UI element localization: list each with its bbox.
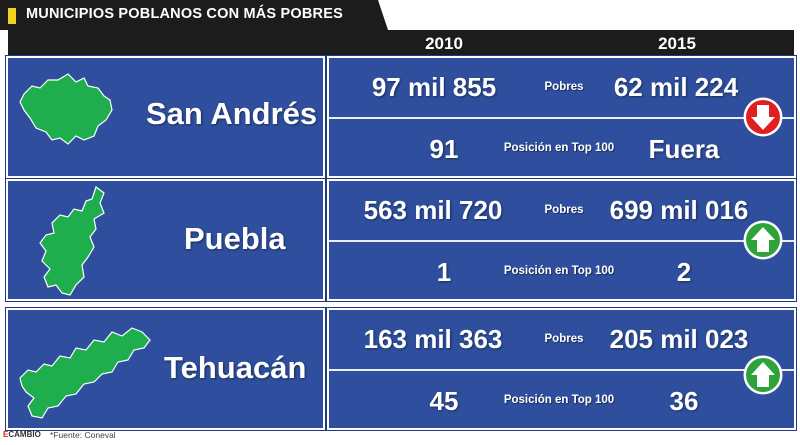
title-accent [8,8,16,24]
pobres-2015-value: 62 mil 224 [613,72,739,102]
row-puebla: Puebla 563 mil 720 Pobres 699 mil 016 1 … [5,178,797,302]
position-label: Posición en Top 100 [503,394,615,406]
year-header [8,30,794,56]
stats-panel: 97 mil 855 Pobres 62 mil 224 91 Posición… [326,55,797,179]
pobres-2015-value: 205 mil 023 [609,324,749,354]
row-divider [329,369,794,371]
city-panel: Tehuacán [5,307,326,431]
position-label: Posición en Top 100 [503,142,615,154]
up-arrow-icon [743,355,783,395]
pobres-2010-value: 163 mil 363 [363,324,503,354]
pobres-2010-value: 563 mil 720 [363,195,503,225]
logo-text: CAMBIO [8,430,41,439]
pobres-2015-value: 699 mil 016 [609,195,749,225]
position-2015-value: 2 [676,257,692,287]
down-arrow-icon [743,97,783,137]
stats-panel: 163 mil 363 Pobres 205 mil 023 45 Posici… [326,307,797,431]
pobres-label: Pobres [544,81,584,93]
tehuacan-map-icon [19,327,151,419]
san-andres-map-icon [19,73,113,145]
up-arrow-icon [743,220,783,260]
row-san-andres: San Andrés 97 mil 855 Pobres 62 mil 224 … [5,55,797,179]
pobres-2010-value: 97 mil 855 [371,72,497,102]
position-2015-value: 36 [669,386,699,416]
stats-panel: 563 mil 720 Pobres 699 mil 016 1 Posició… [326,178,797,302]
city-name: Tehuacán [164,350,307,385]
row-tehuacan: Tehuacán 163 mil 363 Pobres 205 mil 023 … [5,307,797,431]
city-name: San Andrés [146,96,318,131]
position-2010-value: 1 [436,257,452,287]
position-2010-value: 45 [429,386,459,416]
city-panel: San Andrés [5,55,326,179]
logo-prefix: E [3,430,9,439]
year-2010-label: 2010 [425,34,463,53]
city-name: Puebla [184,221,286,256]
position-2010-value: 91 [429,134,459,164]
year-2015-label: 2015 [658,34,696,53]
page-title: MUNICIPIOS POBLANOS CON MÁS POBRES [26,6,343,22]
title-bar: MUNICIPIOS POBLANOS CON MÁS POBRES [0,0,388,30]
city-panel: Puebla [5,178,326,302]
pobres-label: Pobres [544,333,584,345]
pobres-label: Pobres [544,204,584,216]
row-divider [329,240,794,242]
puebla-map-icon [39,186,105,296]
cambio-logo: ECAMBIO [3,430,41,439]
position-2015-value: Fuera [648,134,720,164]
position-label: Posición en Top 100 [503,265,615,277]
source-note: *Fuente: Coneval [50,430,116,440]
row-divider [329,117,794,119]
